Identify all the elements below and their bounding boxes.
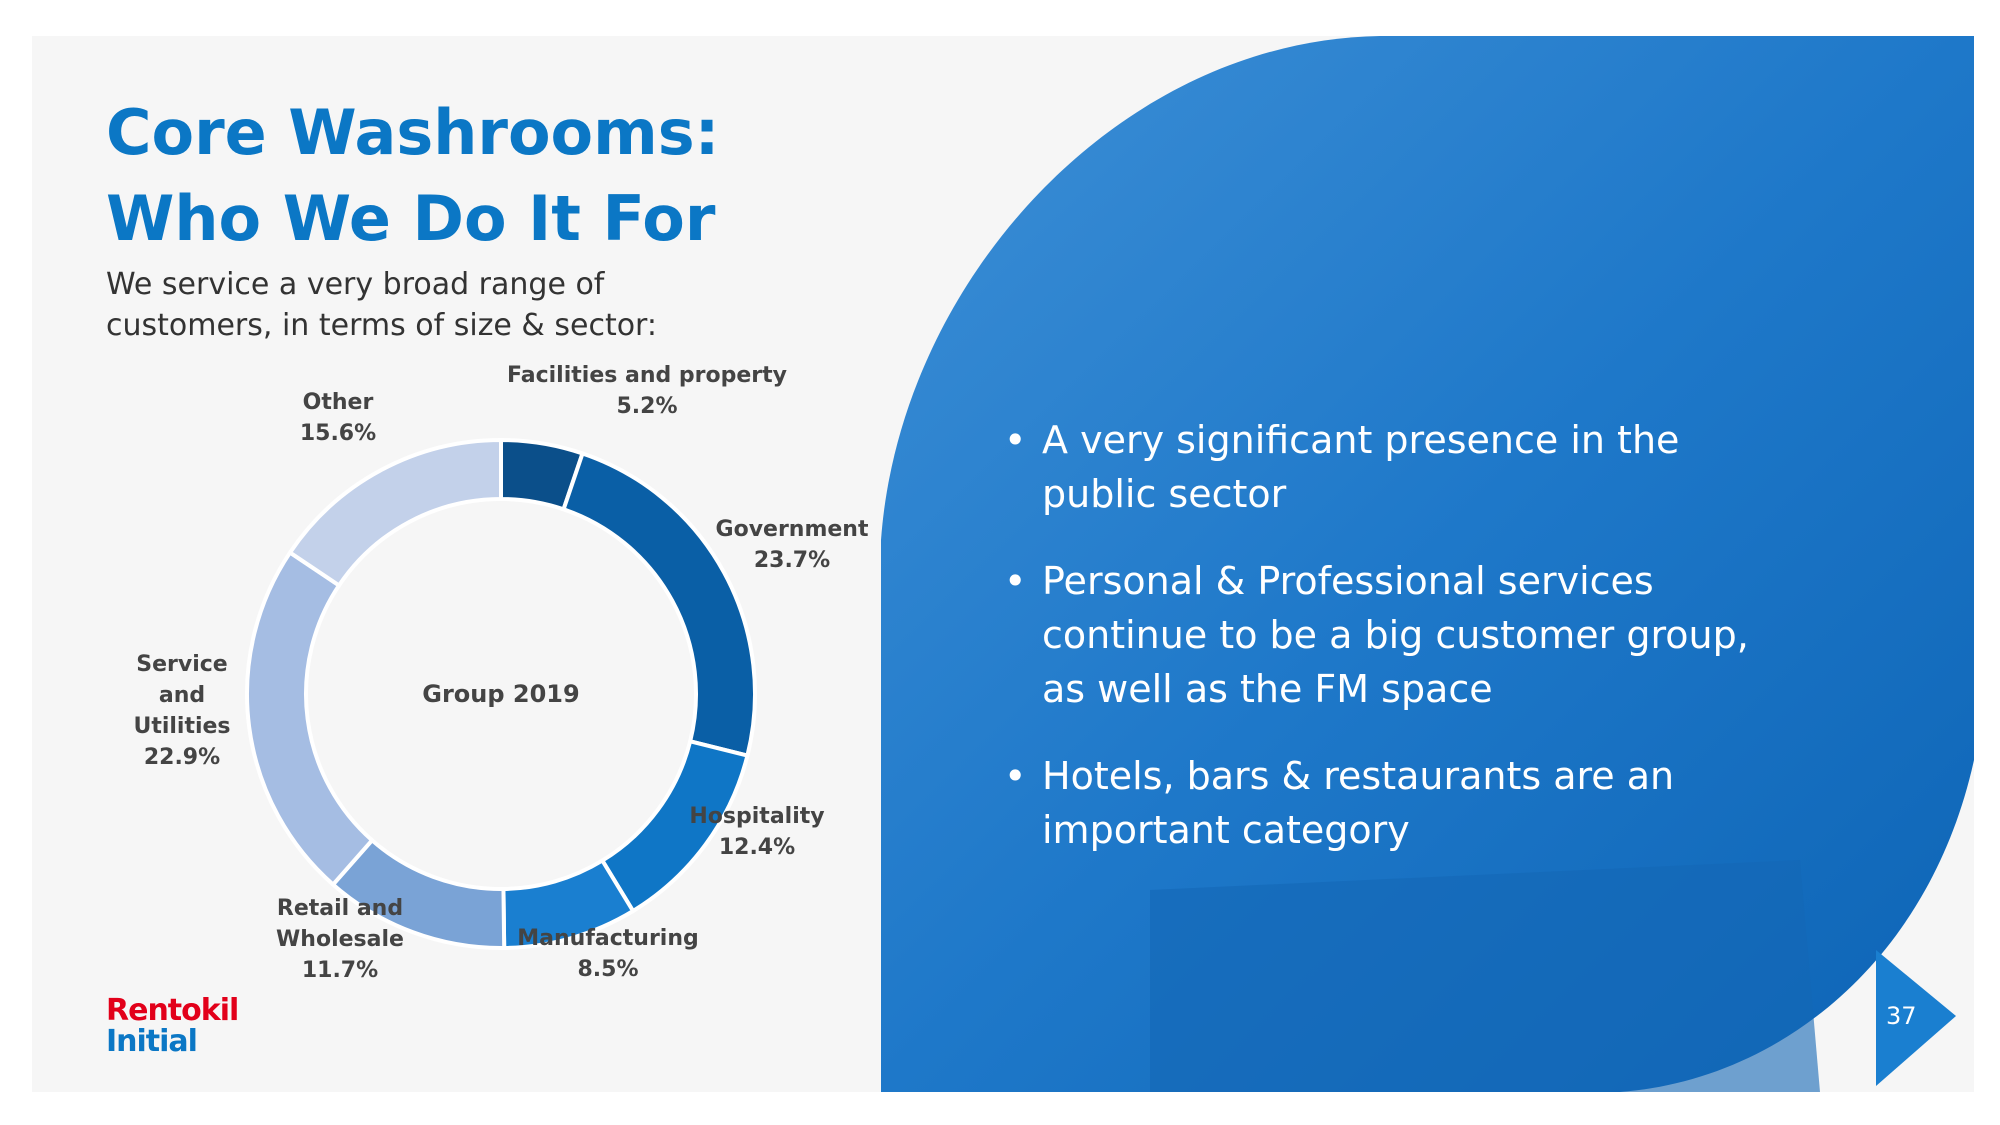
- segment-label: Government 23.7%: [716, 514, 869, 576]
- subtitle-line: We service a very broad range of: [106, 267, 605, 302]
- value-label: 12.4%: [718, 835, 796, 860]
- category-label: Service and Utilities: [133, 652, 231, 739]
- donut-segment: [287, 437, 503, 589]
- page-badge: [1876, 950, 1956, 1086]
- logo: Rentokil Initial: [106, 993, 239, 1059]
- value-label: 8.5%: [577, 957, 639, 982]
- value-label: 23.7%: [753, 548, 831, 573]
- value-label: 5.2%: [616, 394, 678, 419]
- photo-shape: [1150, 860, 1820, 1092]
- segment-label: Service and Utilities 22.9%: [117, 649, 247, 773]
- donut-segment: [561, 450, 757, 759]
- subtitle-line: customers, in terms of size & sector:: [106, 308, 657, 343]
- donut-segment: [245, 549, 375, 888]
- bullet: Hotels, bars & restaurants are an import…: [1000, 749, 1782, 857]
- logo-text: Rentokil: [106, 993, 239, 1028]
- bullet: Personal & Professional services continu…: [1000, 554, 1782, 716]
- category-label: Facilities and property: [507, 363, 787, 388]
- segment-label: Facilities and property 5.2%: [507, 360, 787, 422]
- segment-label: Other 15.6%: [300, 387, 376, 449]
- segment-label: Retail and Wholesale 11.7%: [275, 893, 405, 986]
- category-label: Hospitality: [689, 804, 825, 829]
- category-label: Retail and Wholesale: [276, 896, 404, 952]
- logo-text: Initial: [106, 1024, 198, 1059]
- category-label: Manufacturing: [517, 926, 699, 951]
- value-label: 22.9%: [143, 745, 221, 770]
- page-number: 37: [1886, 1002, 1917, 1030]
- center-label: Group 2019: [422, 680, 579, 708]
- value-label: 15.6%: [299, 421, 377, 446]
- category-label: Other: [302, 390, 374, 415]
- bullet: A very significant presence in the publi…: [1000, 413, 1782, 521]
- title-line: Who We Do It For: [106, 182, 716, 255]
- segment-label: Manufacturing 8.5%: [517, 923, 699, 985]
- category-label: Government: [715, 517, 869, 542]
- title-line: Core Washrooms:: [106, 96, 720, 169]
- segment-label: Hospitality 12.4%: [689, 801, 824, 863]
- value-label: 11.7%: [301, 958, 379, 983]
